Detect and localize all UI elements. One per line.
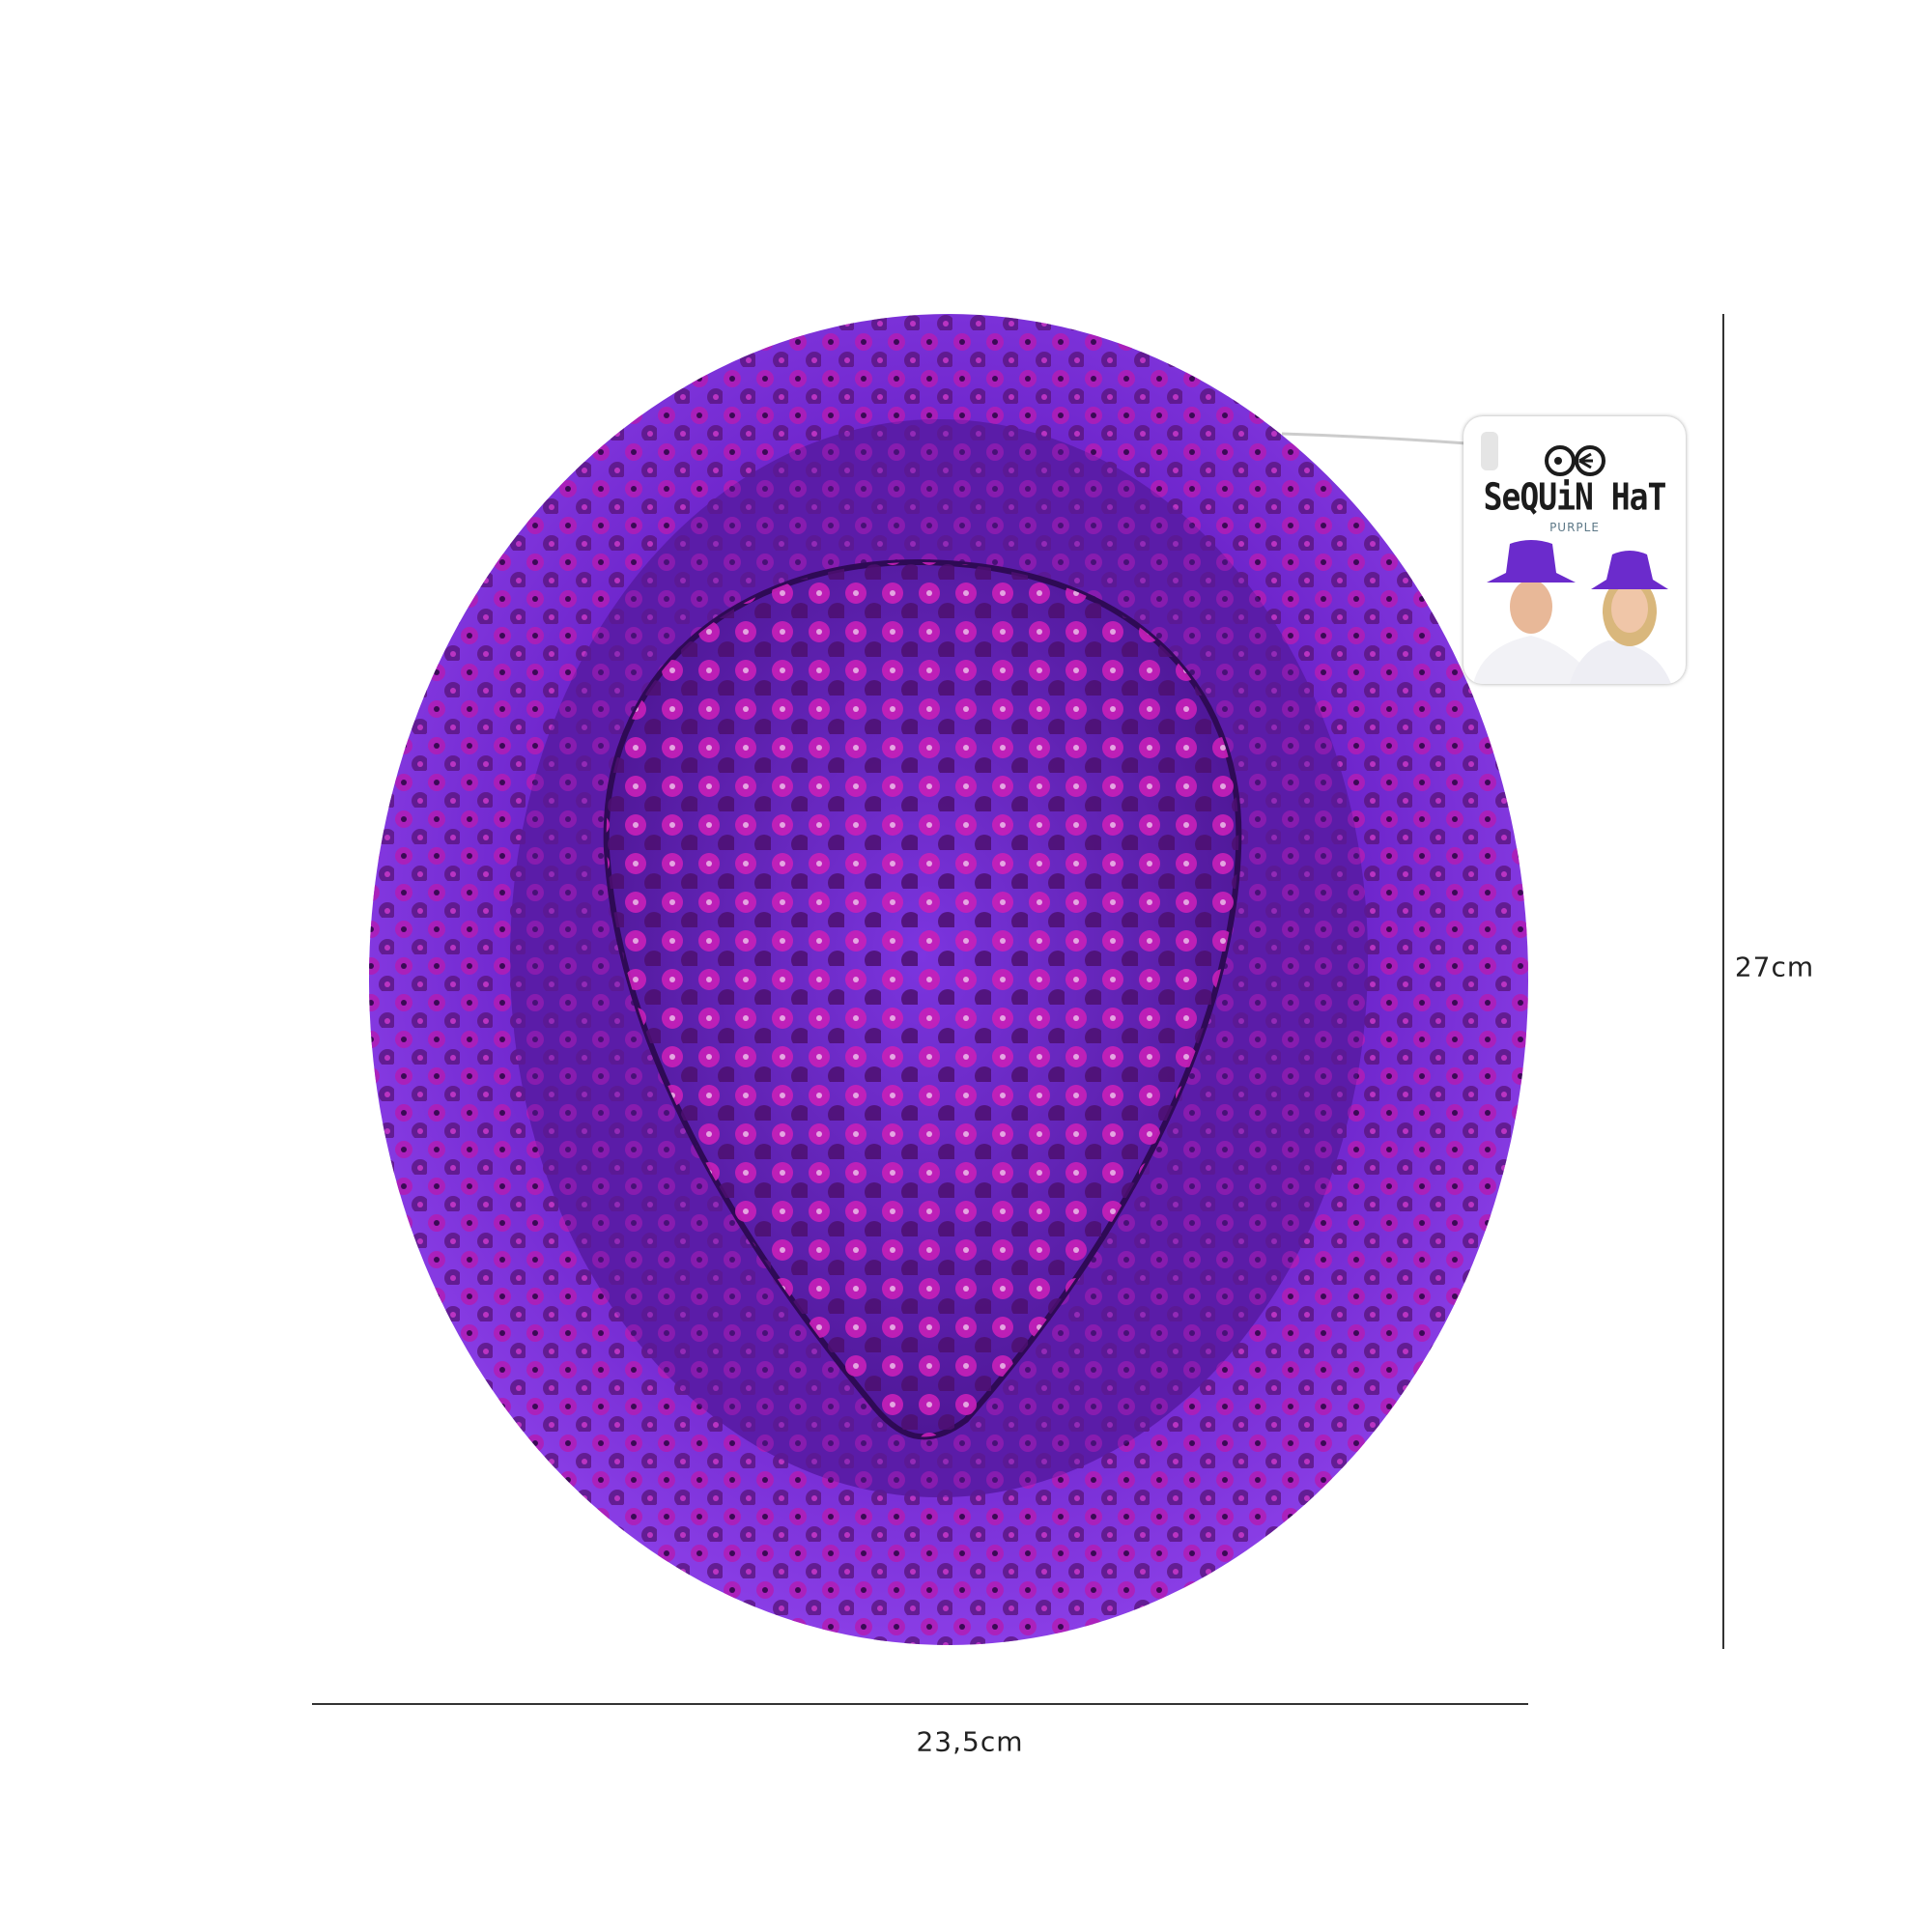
- product-label-card: SeQUiN HaT PURPLE: [1463, 416, 1686, 684]
- hat-crown-top: [603, 558, 1242, 1440]
- width-label: 23,5cm: [916, 1725, 1024, 1758]
- width-dimension-line: [312, 1703, 1528, 1705]
- label-subtitle: PURPLE: [1549, 521, 1600, 534]
- models-photo: [1473, 540, 1671, 684]
- tag-string: [1281, 432, 1467, 445]
- height-dimension-line: [1722, 314, 1724, 1649]
- label-title: SeQUiN HaT: [1483, 475, 1667, 519]
- height-label: 27cm: [1734, 951, 1815, 983]
- eyes-logo-icon: [1481, 432, 1605, 476]
